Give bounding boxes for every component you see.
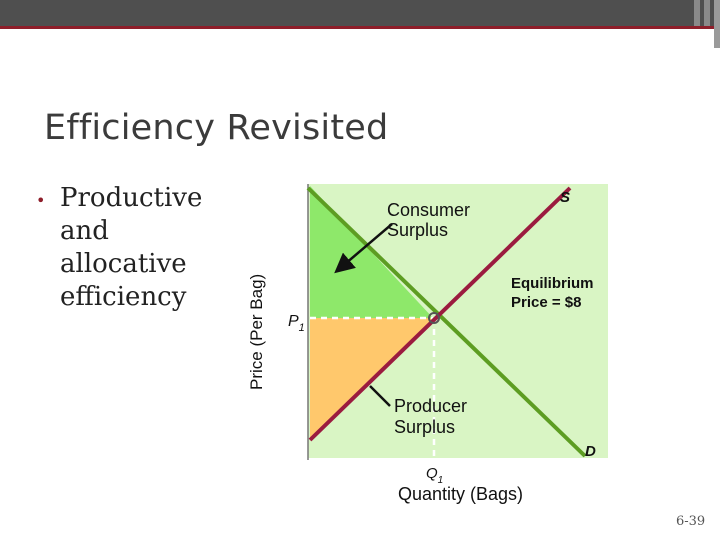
surplus-diagram: Price (Per Bag) P1 Q1 Quantity (Bags) S … — [247, 184, 608, 504]
y-axis-label: Price (Per Bag) — [247, 274, 266, 390]
consumer-surplus-label-line1: Consumer — [387, 200, 470, 220]
title-bar — [0, 0, 720, 26]
equilibrium-label-line1: Equilibrium — [511, 275, 594, 292]
bullet-marker: • — [36, 191, 46, 210]
equilibrium-label-line2: Price = $8 — [511, 294, 581, 311]
supply-curve — [308, 186, 572, 442]
equilibrium-point — [428, 312, 440, 324]
bullet-text: Productive and allocative efficiency — [60, 183, 203, 312]
demand-label: D — [585, 443, 596, 460]
bullet-item: • Productive and allocative efficiency — [36, 182, 220, 314]
corner-chevron-decoration — [616, 0, 720, 48]
price-label: P1 — [288, 313, 305, 334]
supply-label: S — [560, 189, 570, 206]
consumer-surplus-pointer — [334, 223, 393, 274]
slide-number: 6-39 — [676, 514, 706, 529]
producer-surplus-pointer — [369, 385, 391, 407]
x-axis-label: Quantity (Bags) — [398, 484, 523, 504]
consumer-surplus-label-line2: Surplus — [387, 220, 448, 240]
producer-surplus-label-line1: Producer — [394, 396, 467, 416]
page-title: Efficiency Revisited — [44, 108, 389, 148]
producer-surplus-label-line2: Surplus — [394, 417, 455, 437]
demand-curve — [306, 186, 587, 458]
title-bar-accent — [0, 26, 720, 29]
quantity-label: Q1 — [426, 465, 443, 486]
